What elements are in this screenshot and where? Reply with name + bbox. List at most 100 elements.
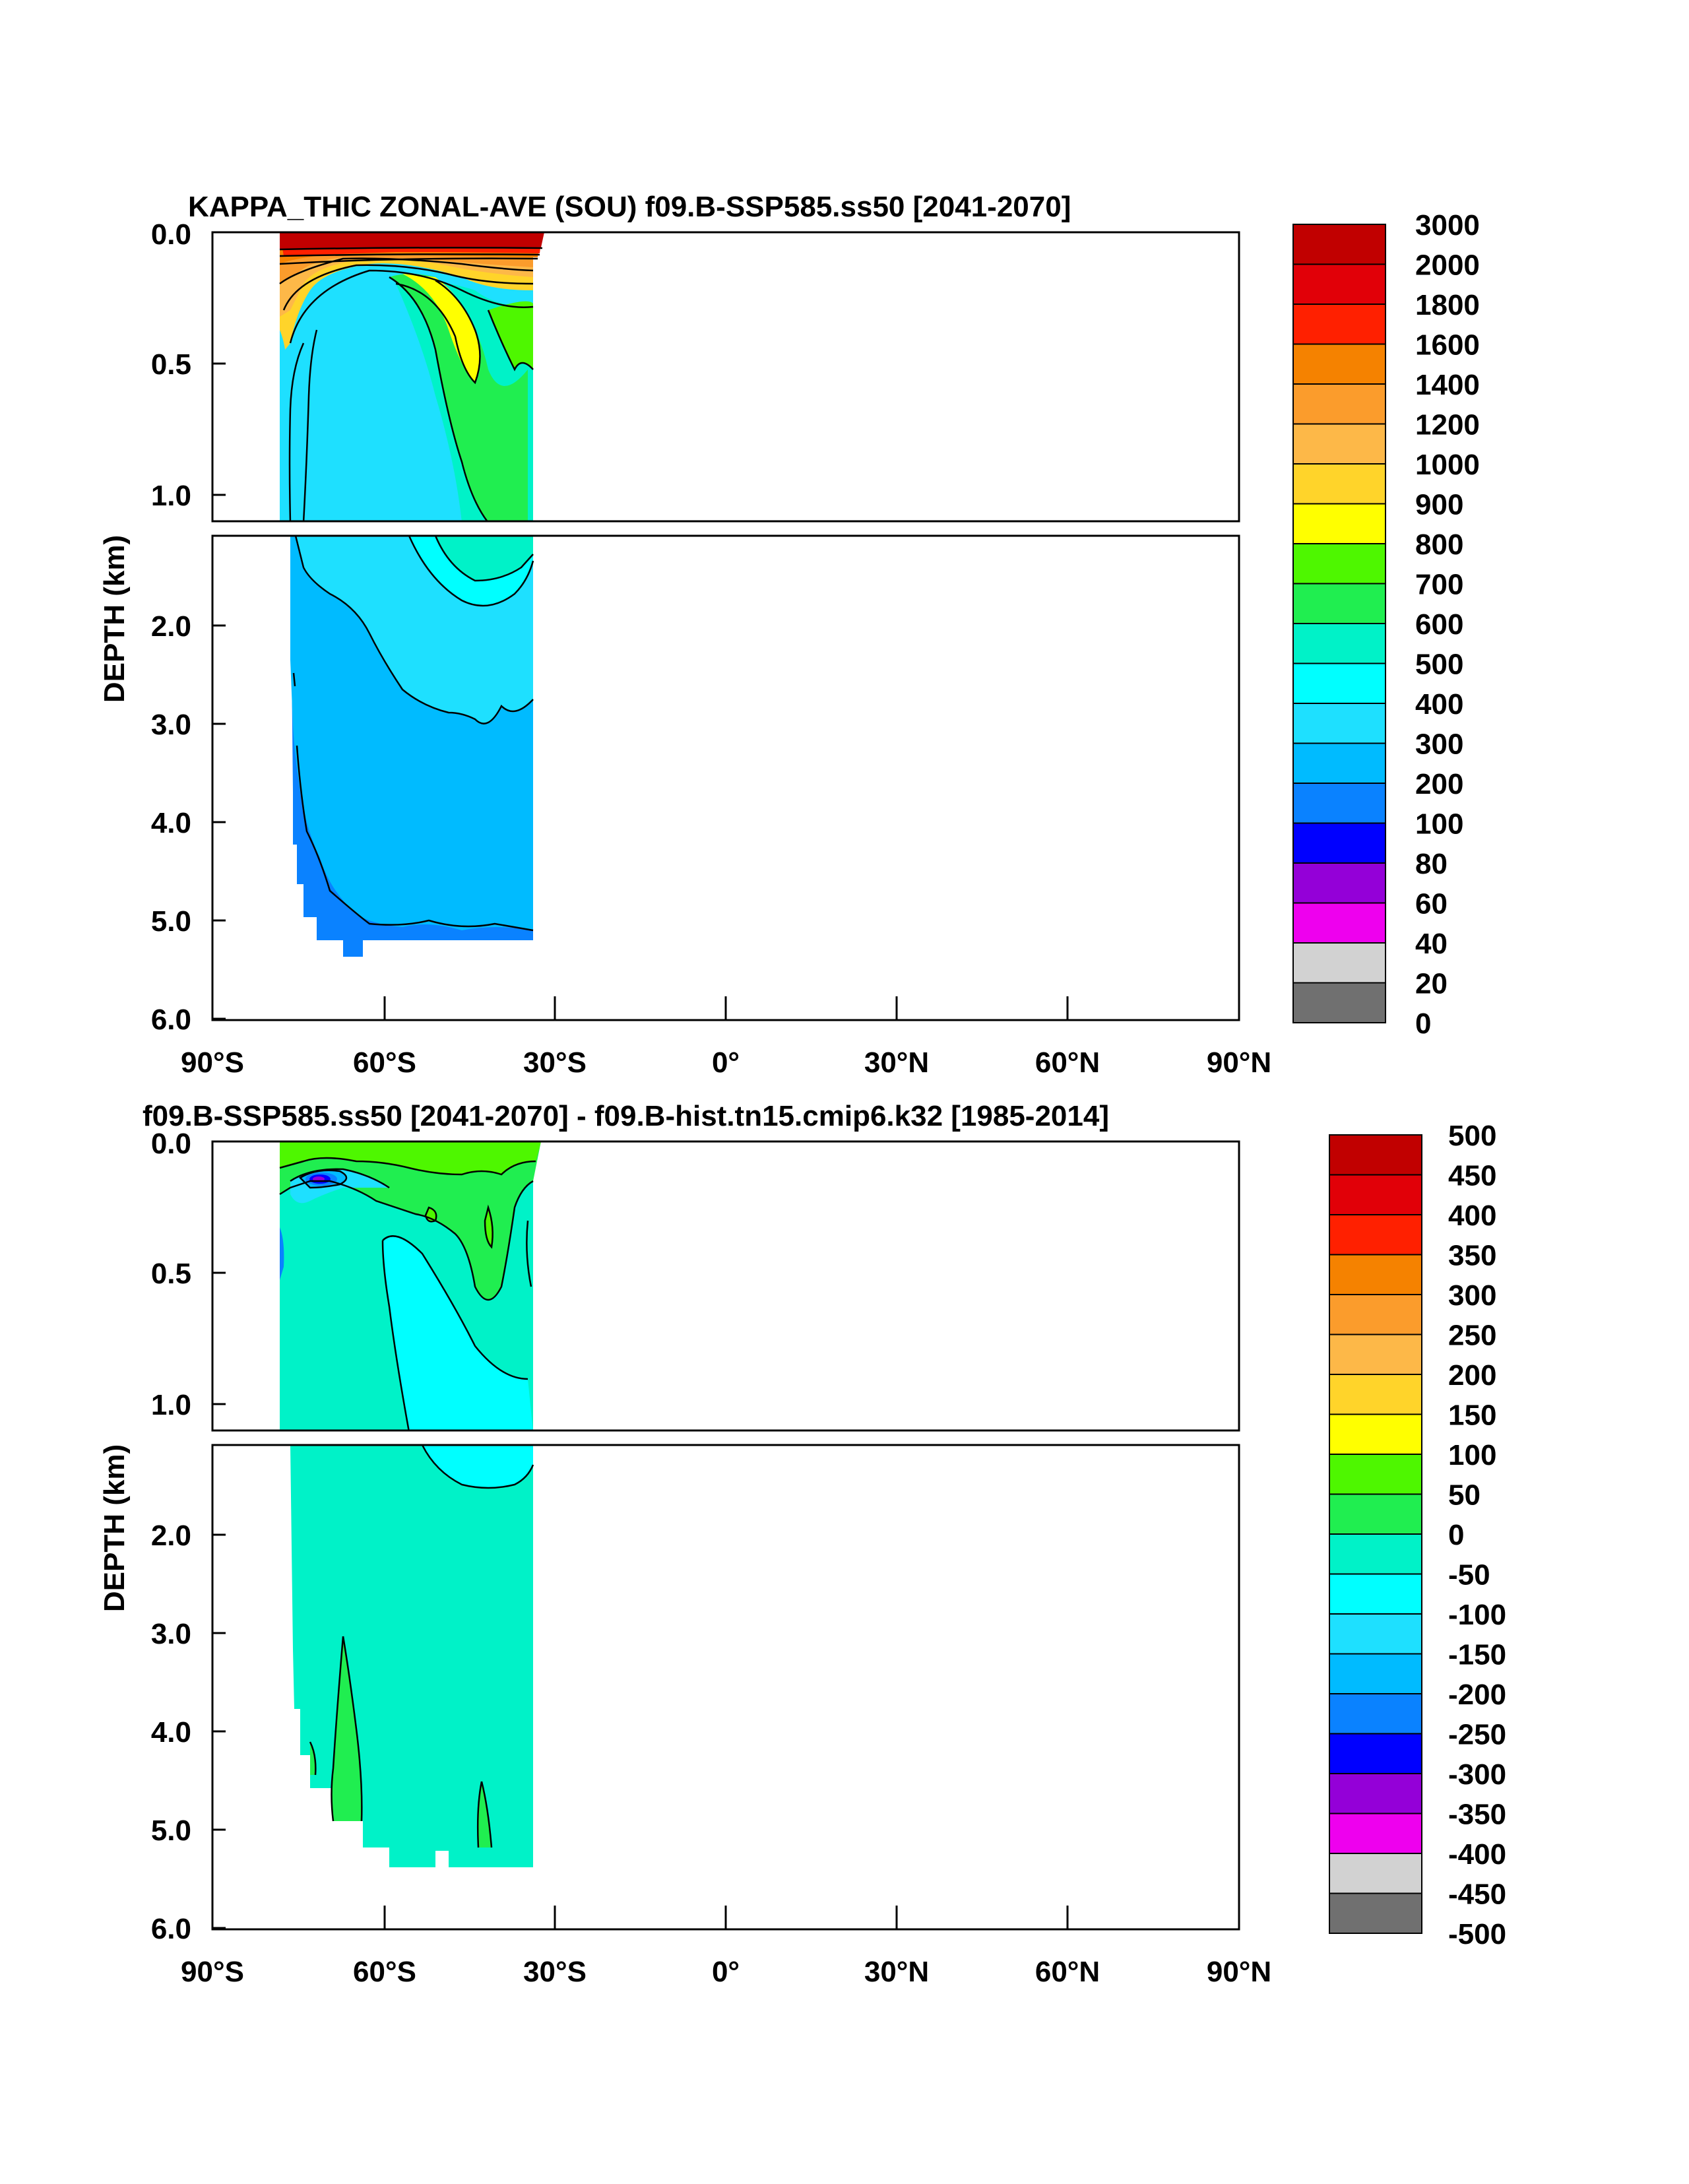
x-tick-label: 90°N xyxy=(1207,1046,1271,1079)
colorbar-label: 100 xyxy=(1448,1439,1496,1471)
colorbar-label: 450 xyxy=(1448,1160,1496,1192)
plot-1-x-tick-labels: 90°S 60°S 30°S 0° 30°N 60°N 90°N xyxy=(181,1046,1271,1079)
y-tick-label: 4.0 xyxy=(151,1716,191,1749)
x-tick-label: 60°N xyxy=(1035,1046,1100,1079)
colorbar-swatch xyxy=(1292,623,1386,664)
colorbar-label: 2000 xyxy=(1415,249,1480,282)
plot-1-ticks xyxy=(212,231,1069,1020)
colorbar-swatch xyxy=(1292,343,1386,385)
x-tick-label: 90°N xyxy=(1207,1956,1271,1988)
colorbar-label: 500 xyxy=(1448,1120,1496,1152)
colorbar-label: 1400 xyxy=(1415,369,1480,401)
plot-2-ticks xyxy=(212,1140,1069,1929)
colorbar-swatch xyxy=(1329,1773,1422,1815)
colorbar-swatch xyxy=(1329,1613,1422,1655)
colorbar-swatch xyxy=(1329,1294,1422,1335)
colorbar-label: -200 xyxy=(1448,1679,1506,1711)
y-tick-label: 3.0 xyxy=(151,1618,191,1650)
colorbar-label: -250 xyxy=(1448,1719,1506,1751)
colorbar-label: 900 xyxy=(1415,489,1463,521)
colorbar-swatch xyxy=(1329,1413,1422,1455)
colorbar-swatch xyxy=(1292,263,1386,305)
colorbar-swatch xyxy=(1329,1853,1422,1894)
field-region xyxy=(310,1742,316,1775)
plot-2: f09.B-SSP585.ss50 [2041-2070] - f09.B-hi… xyxy=(98,1100,1506,1988)
colorbar-swatch xyxy=(1292,304,1386,345)
colorbar-label: -300 xyxy=(1448,1758,1506,1791)
colorbar-label: 350 xyxy=(1448,1240,1496,1272)
y-tick-label: 2.0 xyxy=(151,1520,191,1552)
colorbar-swatch xyxy=(1292,583,1386,624)
colorbar-label: 250 xyxy=(1448,1320,1496,1352)
colorbar-label: 3000 xyxy=(1415,209,1480,241)
x-tick-label: 60°S xyxy=(353,1956,416,1988)
y-tick-label: 4.0 xyxy=(151,807,191,839)
colorbar-swatch xyxy=(1292,662,1386,704)
colorbar-label: 400 xyxy=(1415,688,1463,721)
colorbar-label: -400 xyxy=(1448,1838,1506,1871)
colorbar-label: 300 xyxy=(1415,728,1463,761)
x-tick-label: 90°S xyxy=(181,1046,244,1079)
colorbar-label: 1200 xyxy=(1415,409,1480,441)
plot-1-colorbar: 3000200018001600140012001000900800700600… xyxy=(1292,209,1480,1040)
colorbar-label: 40 xyxy=(1415,928,1448,960)
colorbar-label: 1000 xyxy=(1415,449,1480,481)
y-tick-label: 5.0 xyxy=(151,1815,191,1847)
colorbar-swatch xyxy=(1329,1653,1422,1694)
colorbar-label: -50 xyxy=(1448,1559,1490,1591)
colorbar-swatch xyxy=(1292,862,1386,904)
x-tick-label: 60°S xyxy=(353,1046,416,1079)
colorbar-swatch xyxy=(1292,742,1386,784)
plot-2-colorbar: 500450400350300250200150100500-50-100-15… xyxy=(1329,1120,1506,1950)
field-region xyxy=(478,1782,492,1847)
plot-1: KAPPA_THIC ZONAL-AVE (SOU) f09.B-SSP585.… xyxy=(98,191,1480,1079)
colorbar-swatch xyxy=(1329,1333,1422,1375)
plot-1-upper-field xyxy=(279,232,544,521)
plot-1-y-tick-labels: 0.0 0.5 1.0 2.0 3.0 4.0 5.0 6.0 xyxy=(151,218,191,1036)
y-tick-label: 0.5 xyxy=(151,1258,191,1290)
plot-2-title: f09.B-SSP585.ss50 [2041-2070] - f09.B-hi… xyxy=(143,1100,1109,1132)
colorbar-label: 800 xyxy=(1415,529,1463,561)
field-region xyxy=(280,1227,284,1280)
plot-2-y-tick-labels: 0.0 0.5 1.0 2.0 3.0 4.0 5.0 6.0 xyxy=(151,1128,191,1945)
x-tick-label: 30°N xyxy=(864,1956,929,1988)
colorbar-label: -150 xyxy=(1448,1639,1506,1671)
x-tick-label: 60°N xyxy=(1035,1956,1100,1988)
colorbar-label: 400 xyxy=(1448,1200,1496,1232)
colorbar-label: 1600 xyxy=(1415,329,1480,362)
field-region xyxy=(280,232,544,249)
y-tick-label: 1.0 xyxy=(151,1389,191,1421)
plot-2-upper-field xyxy=(279,1141,541,1430)
colorbar-swatch xyxy=(1329,1134,1422,1176)
colorbar-swatch xyxy=(1329,1733,1422,1774)
colorbar-label: -100 xyxy=(1448,1599,1506,1631)
field-region xyxy=(435,536,533,581)
colorbar-swatch xyxy=(1292,383,1386,425)
field-region xyxy=(383,1236,533,1430)
plot-2-y-axis-label: DEPTH (km) xyxy=(98,1444,131,1612)
colorbar-swatch xyxy=(1329,1693,1422,1735)
colorbar-swatch xyxy=(1329,1493,1422,1535)
colorbar-swatch xyxy=(1292,423,1386,465)
plot-2-x-tick-labels: 90°S 60°S 30°S 0° 30°N 60°N 90°N xyxy=(181,1956,1271,1988)
y-tick-label: 3.0 xyxy=(151,709,191,741)
field-region xyxy=(488,301,533,369)
colorbar-swatch xyxy=(1329,1573,1422,1615)
colorbar-swatch xyxy=(1292,822,1386,864)
colorbar-swatch xyxy=(1329,1892,1422,1934)
x-tick-label: 0° xyxy=(712,1046,740,1079)
field-region xyxy=(389,274,528,521)
colorbar-swatch xyxy=(1329,1374,1422,1415)
plot-2-upper-frame xyxy=(211,1140,1240,1432)
colorbar-label: 0 xyxy=(1448,1519,1464,1551)
contour-lines xyxy=(279,247,543,521)
y-tick-label: 1.0 xyxy=(151,480,191,512)
y-tick-label: 6.0 xyxy=(151,1913,191,1945)
colorbar-label: 700 xyxy=(1415,569,1463,601)
y-tick-label: 5.0 xyxy=(151,905,191,938)
colorbar-label: 60 xyxy=(1415,888,1448,920)
colorbar-label: 150 xyxy=(1448,1399,1496,1432)
colorbar-label: 50 xyxy=(1448,1479,1481,1512)
plot-1-y-axis-label: DEPTH (km) xyxy=(98,535,131,703)
